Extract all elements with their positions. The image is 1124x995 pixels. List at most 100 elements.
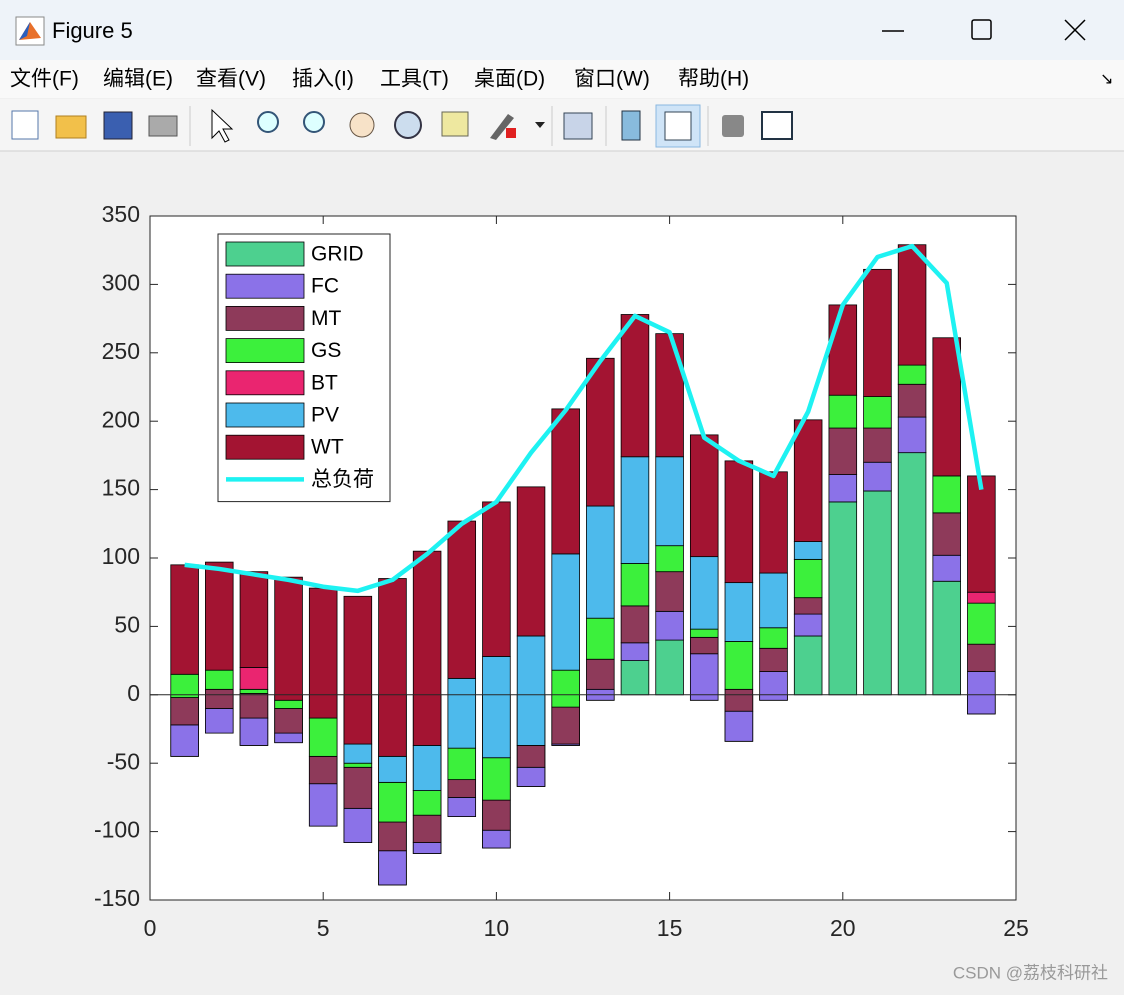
x-tick-label: 25 (1003, 915, 1029, 941)
icon-pan[interactable] (349, 112, 375, 138)
bar-segment (274, 708, 303, 734)
title-bar (0, 0, 1124, 60)
y-tick-label: 300 (102, 269, 140, 295)
bar-segment (689, 556, 719, 630)
bar-segment (239, 571, 269, 668)
legend-swatch (225, 338, 305, 364)
bar-segment (828, 474, 858, 503)
bar-segment (793, 613, 823, 637)
bar-segment (170, 724, 199, 757)
bar-segment (967, 602, 996, 645)
bar-segment (205, 561, 234, 671)
toolbar (0, 99, 1124, 151)
x-tick-label: 20 (830, 915, 856, 941)
bar-segment (863, 268, 892, 397)
icon-hide-tools[interactable] (722, 115, 744, 137)
bar-segment (378, 755, 407, 783)
bar-segment (620, 456, 650, 564)
bar-segment (689, 434, 719, 558)
menu-item[interactable]: 帮助(H) (678, 68, 749, 91)
bar-segment (308, 755, 338, 785)
bar-segment (447, 747, 477, 781)
menu-item[interactable]: 文件(F) (10, 68, 79, 91)
app-icon (15, 16, 45, 46)
icon-brush[interactable] (490, 114, 514, 140)
icon-pointer[interactable] (211, 108, 234, 143)
bar-segment (620, 314, 650, 458)
bar-segment (551, 553, 580, 671)
icon-zoom-in[interactable] (257, 111, 279, 133)
bar-segment (586, 617, 615, 660)
y-tick-label: -100 (94, 817, 140, 843)
bar-segment (689, 628, 719, 638)
bar-segment (274, 732, 303, 744)
icon-colorbar[interactable] (621, 110, 641, 141)
menu-item[interactable]: 窗口(W) (574, 68, 650, 91)
icon-open[interactable] (55, 115, 87, 139)
bar-segment (586, 505, 615, 619)
bar-segment (724, 582, 754, 642)
bar-segment (447, 520, 477, 679)
y-tick-label: 0 (127, 680, 140, 706)
bar-segment (620, 660, 650, 696)
legend-swatch (225, 402, 305, 428)
bar-segment (343, 766, 373, 809)
bar-segment (863, 461, 892, 492)
bar-segment (239, 688, 269, 694)
icon-zoom-out[interactable] (303, 111, 325, 133)
bar-segment (932, 512, 961, 556)
bar-segment (412, 842, 442, 854)
bar-segment (482, 799, 511, 831)
icon-legend (664, 111, 692, 141)
bar-segment (759, 647, 788, 672)
bar-segment (170, 673, 199, 698)
bar-segment (863, 396, 892, 429)
x-tick-label: 10 (484, 915, 510, 941)
icon-rotate[interactable] (394, 111, 422, 139)
bar-segment (689, 653, 719, 701)
bar-segment (967, 475, 996, 593)
bar-segment (724, 710, 754, 742)
bar-segment (447, 779, 477, 798)
menu-item[interactable]: 插入(I) (292, 68, 354, 91)
y-tick-label: 200 (102, 406, 140, 432)
close-button[interactable] (1064, 19, 1086, 41)
icon-new[interactable] (11, 110, 39, 140)
menu-item[interactable]: 编辑(E) (103, 68, 173, 91)
menu-group: 文件(F) 编辑(E) 查看(V) 插入(I) 工具(T) 桌面(D) 窗口(W) 帮助(H) (10, 68, 749, 91)
legend-label: BT (311, 371, 338, 394)
icon-save[interactable] (103, 111, 133, 140)
menu-item[interactable]: 查看(V) (196, 68, 266, 91)
bar-segment (828, 394, 858, 429)
bar-segment (655, 545, 684, 573)
bar-segment (378, 781, 407, 823)
bar-segment (516, 486, 546, 637)
icon-link[interactable] (563, 112, 593, 140)
bar-segment (828, 304, 858, 396)
icon-dock[interactable] (761, 111, 793, 140)
bar-segment (863, 427, 892, 463)
bar-segment (447, 677, 477, 749)
toolbar-icons (11, 104, 793, 148)
bar-segment (897, 364, 927, 385)
bar-segment (759, 627, 788, 649)
icon-print[interactable] (148, 115, 178, 137)
menu-item[interactable]: 桌面(D) (474, 68, 545, 91)
y-tick-label: 100 (102, 543, 140, 569)
bar-segment (967, 671, 996, 715)
icon-datatip[interactable] (441, 111, 469, 137)
window-title: Figure 5 (52, 18, 133, 43)
bar-segment (897, 416, 927, 454)
icon-dropdown[interactable] (535, 122, 545, 128)
maximize-button[interactable] (971, 19, 992, 40)
legend-swatch (225, 370, 305, 396)
bar-segment (724, 688, 754, 712)
bar-segment (759, 671, 788, 701)
bar-segment (412, 745, 442, 791)
menu-arrow: ↘ (1100, 71, 1113, 88)
bar-segment (482, 757, 511, 801)
bar-segment (205, 669, 234, 690)
legend-label: GS (311, 339, 341, 362)
menu-item[interactable]: 工具(T) (380, 68, 449, 91)
bar-segment (482, 501, 511, 657)
